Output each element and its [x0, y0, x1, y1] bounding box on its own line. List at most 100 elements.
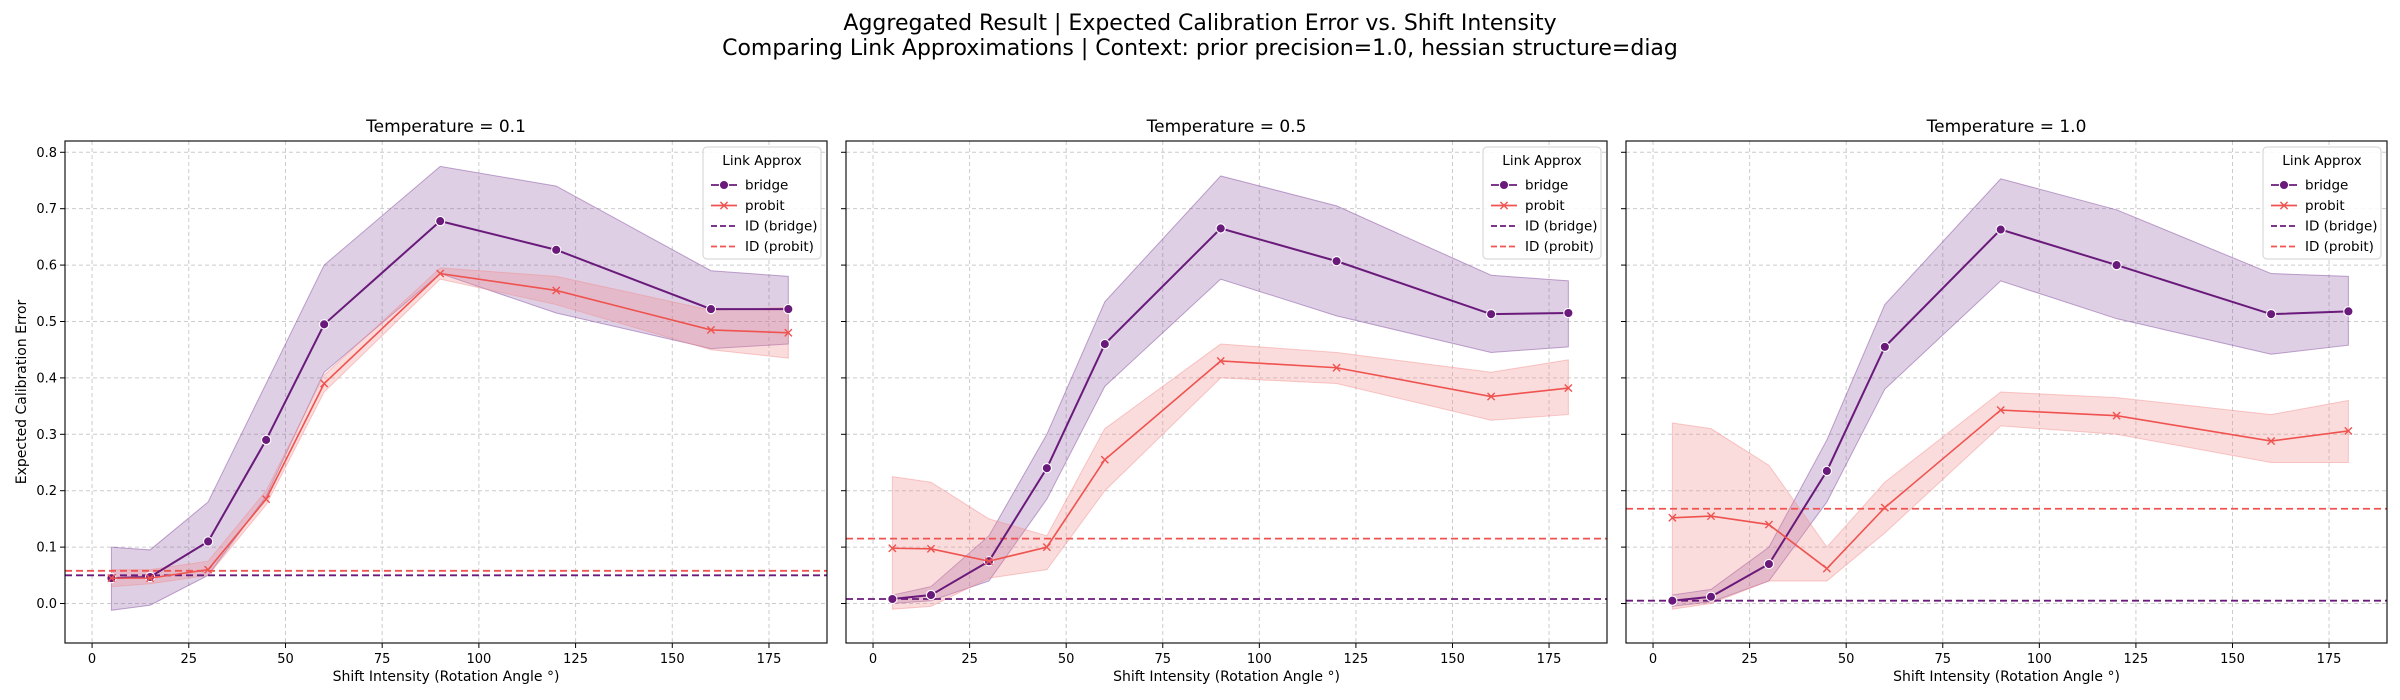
probit-point [1668, 513, 1677, 522]
x-tick-label: 150 [660, 652, 685, 667]
x-tick-label: 100 [2027, 652, 2052, 667]
plot-area [65, 165, 827, 611]
legend: Link Approx bridge probit ID (bridge) ID (pr… [1482, 146, 1602, 260]
legend-entry-label: ID (probit) [2305, 239, 2374, 255]
bridge-point [319, 319, 330, 330]
bridge-point [2111, 259, 2122, 271]
x-tick-label: 75 [1154, 652, 1171, 667]
subplot-2: 0 25 50 75 100 125 150 175 Temperature = 0.5 Shif… [841, 117, 1608, 685]
axes-frame [1625, 140, 2388, 644]
probit-confidence-band [891, 343, 1569, 610]
x-tick-label: 50 [277, 652, 294, 667]
y-tick-label: 0.7 [36, 202, 57, 217]
x-tick-label: 100 [1247, 652, 1272, 667]
legend: Link Approx bridge probit ID (bridge) ID (pr… [2262, 146, 2382, 260]
bridge-point [1485, 309, 1497, 320]
probit-point [1996, 405, 2005, 415]
legend-entry-label: bridge [1525, 178, 1568, 194]
axes-frame [845, 140, 1608, 644]
bridge-point [1995, 224, 2006, 235]
legend-entry-label: probit [2305, 198, 2345, 214]
y-tick-label: 0.8 [36, 146, 57, 161]
probit-point [984, 557, 994, 566]
legend-marker-circle [718, 179, 730, 191]
panels: 0 25 50 75 100 125 150 175 0.0 0.1 0.2 0.3 0.4 0.5 0.6… [14, 117, 2388, 685]
x-tick-label: 25 [181, 652, 198, 667]
x-tick-label: 75 [1934, 652, 1951, 667]
x-tick-label: 25 [1741, 652, 1758, 667]
subplot-title: Temperature = 0.5 [1146, 117, 1307, 137]
bridge-point [1879, 341, 1890, 353]
probit-point [1822, 564, 1831, 573]
bridge-point [1563, 307, 1574, 319]
subplot-3: 0 25 50 75 100 125 150 175 Temperature = 1.0 Shif… [1621, 117, 2388, 685]
bridge-point [1763, 558, 1775, 570]
probit-point [320, 379, 329, 388]
y-axis-label: Expected Calibration Error [14, 299, 30, 484]
x-tick-label: 175 [2317, 652, 2342, 667]
probit-point [2344, 426, 2353, 436]
legend: Link Approx bridge probit ID (bridge) ID (pr… [702, 146, 822, 260]
legend-entry-label: bridge [2305, 178, 2348, 194]
subplot-1: 0 25 50 75 100 125 150 175 0.0 0.1 0.2 0.3 0.4 0.5 0.6… [14, 117, 828, 685]
bridge-point [435, 215, 446, 227]
legend-marker-circle [2278, 179, 2290, 191]
legend-marker-x [2279, 201, 2289, 210]
x-tick-label: 0 [1649, 652, 1657, 667]
bridge-point [1099, 338, 1110, 350]
legend-entry-label: probit [745, 198, 785, 214]
bridge-point [1041, 462, 1053, 474]
y-tick-label: 0.5 [36, 315, 57, 330]
probit-point [784, 328, 793, 337]
legend-box [2262, 146, 2382, 260]
y-tick-label: 0.3 [36, 428, 57, 443]
bridge-point [783, 303, 794, 315]
subplot-title: Temperature = 0.1 [365, 117, 526, 137]
legend-entry-label: ID (probit) [1525, 239, 1594, 255]
bridge-point [2265, 309, 2277, 320]
legend-entry-label: ID (probit) [745, 239, 814, 255]
probit-point [2112, 411, 2121, 420]
bridge-point [202, 536, 214, 547]
probit-point [706, 325, 716, 335]
bridge-point [1215, 223, 1226, 234]
legend-title: Link Approx [1502, 153, 1581, 169]
x-tick-label: 125 [563, 652, 588, 667]
x-tick-label: 50 [1838, 652, 1855, 667]
bridge-point [1821, 465, 1833, 477]
probit-point [107, 574, 116, 583]
probit-point [204, 565, 213, 574]
probit-point [436, 269, 445, 278]
probit-point [552, 286, 561, 295]
probit-point [1764, 520, 1774, 529]
x-axis-label: Shift Intensity (Rotation Angle °) [1113, 669, 1340, 685]
bridge-point [1705, 591, 1717, 602]
legend-entry-label: probit [1525, 198, 1565, 214]
legend-entry-label: bridge [745, 178, 788, 194]
y-tick-label: 0.2 [36, 484, 57, 499]
x-tick-label: 125 [1343, 652, 1368, 667]
legend-marker-x [1499, 201, 1509, 210]
probit-point [1706, 511, 1716, 521]
bridge-point [260, 434, 272, 446]
bridge-point [705, 303, 717, 315]
bridge-point [1667, 595, 1678, 606]
probit-point [146, 574, 155, 583]
x-tick-label: 150 [2220, 652, 2245, 667]
x-tick-label: 150 [1440, 652, 1465, 667]
x-axis-label: Shift Intensity (Rotation Angle °) [333, 669, 560, 685]
subplot-title: Temperature = 1.0 [1926, 117, 2087, 137]
suptitle-line-2: Comparing Link Approximations | Context:… [722, 36, 1678, 61]
y-tick-label: 0.0 [36, 597, 57, 612]
suptitle-line-1: Aggregated Result | Expected Calibration… [843, 11, 1556, 36]
axes-frame [64, 140, 828, 644]
probit-point [1100, 455, 1109, 464]
x-tick-label: 175 [757, 652, 782, 667]
legend-box [1482, 146, 1602, 260]
bridge-point [1331, 255, 1342, 267]
bridge-point [2343, 306, 2354, 317]
x-tick-label: 0 [88, 652, 96, 667]
legend-box [702, 146, 822, 260]
x-axis-label: Shift Intensity (Rotation Angle °) [1893, 669, 2120, 685]
